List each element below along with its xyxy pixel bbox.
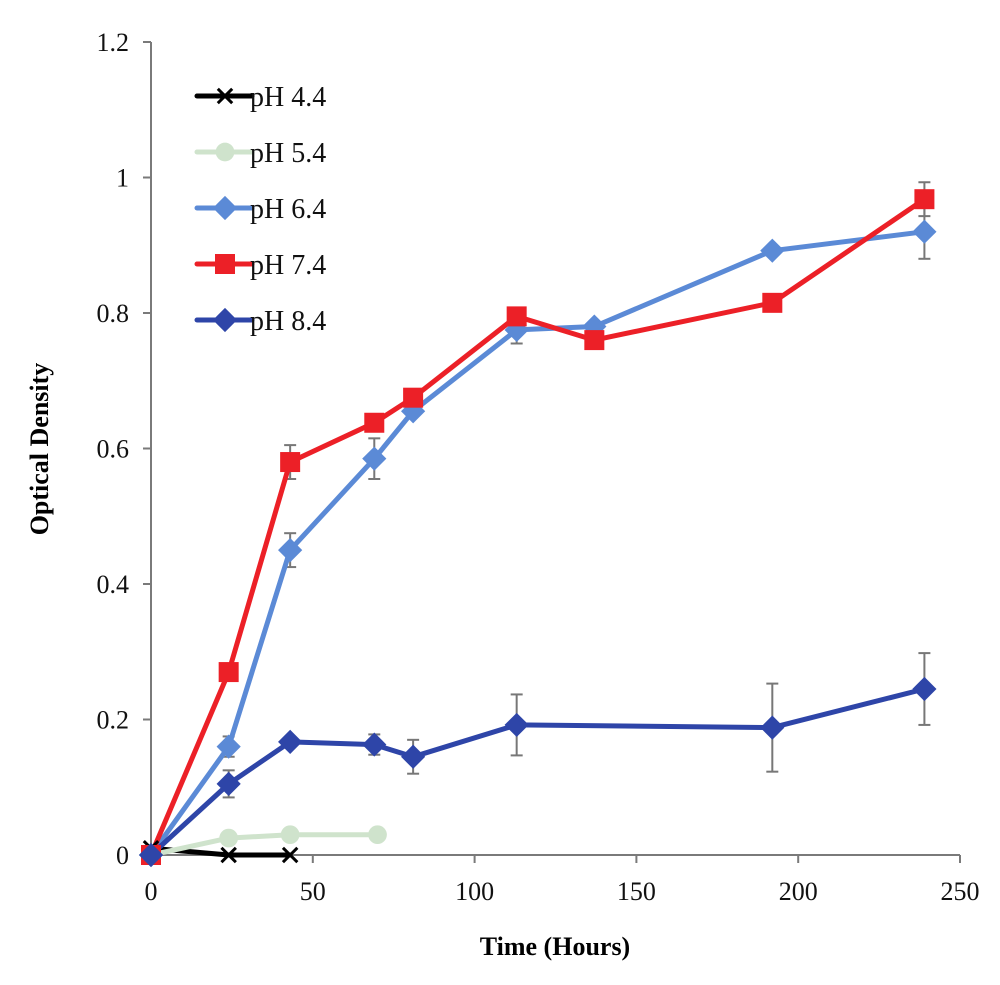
y-tick-label: 0.4 [97,570,130,599]
data-point-ph-6-4 [216,734,241,759]
y-tick-label: 0 [116,841,129,870]
y-axis-title: Optical Density [25,363,54,536]
series-line-ph-5-4 [148,832,380,858]
x-axis-title: Time (Hours) [480,932,630,961]
y-tick-label: 0.6 [97,435,130,464]
data-point-ph-6-4 [278,538,303,563]
legend-swatch-marker [212,195,238,221]
data-point-ph-6-4 [760,238,785,263]
x-tick-label: 100 [455,877,494,906]
series-line-ph-8-4 [148,686,927,858]
data-point-ph-8-4 [401,744,426,769]
data-point-ph-8-4 [504,712,529,738]
data-point-ph-5-4 [280,825,300,845]
legend-item-ph-4-4: pH 4.4 [194,82,326,113]
series-lines [148,196,927,858]
data-point-ph-6-4 [582,314,607,339]
x-tick-label: 50 [300,877,326,906]
marker-stroke [220,846,237,864]
legend-item-ph-7-4: pH 7.4 [194,250,326,281]
legend-label: pH 6.4 [250,194,326,225]
x-tick-label: 200 [779,877,818,906]
data-point-ph-8-4 [278,729,303,754]
marker-stroke [216,87,234,105]
data-point-ph-6-4 [912,219,937,244]
data-point-ph-4-4 [281,846,299,864]
ticks: 0 0.2 0.4 0.6 0.8 1 1.2 0 50 100 150 200 250 [97,28,980,906]
data-point-ph-7-4 [506,306,527,327]
legend-label: pH 8.4 [250,306,326,337]
x-tick-label: 150 [617,877,656,906]
y-tick-label: 0.2 [97,706,130,735]
legend-item-ph-6-4: pH 6.4 [194,194,326,225]
legend-swatch-marker [215,142,235,162]
data-point-ph-6-4 [401,399,426,424]
legend-label: pH 7.4 [250,250,326,281]
y-tick-label: 1 [116,164,129,193]
legend-item-ph-8-4: pH 8.4 [194,306,326,337]
marker-stroke [281,846,299,864]
x-tick-label: 250 [941,877,980,906]
data-point-ph-8-4 [362,732,387,757]
legend-swatch-marker [212,307,238,333]
legend-swatch-marker [216,87,234,105]
legend: pH 4.4 pH 5.4 pH 6.4 pH 7.4 pH 8.4 [194,82,326,337]
legend-label: pH 5.4 [250,138,326,169]
x-tick-label: 0 [145,877,158,906]
y-tick-label: 1.2 [97,28,130,57]
data-point-ph-7-4 [218,662,239,683]
legend-item-ph-5-4: pH 5.4 [194,138,326,169]
data-point-ph-7-4 [403,387,424,408]
error-bars [222,181,931,799]
data-point-ph-6-4 [362,446,387,471]
series-markers [138,189,937,868]
data-point-ph-8-4 [760,715,785,740]
data-point-ph-5-4 [368,825,387,845]
data-point-ph-8-4 [216,771,241,796]
data-point-ph-7-4 [584,330,605,351]
legend-label: pH 4.4 [250,82,326,113]
data-point-ph-7-4 [914,189,935,210]
y-tick-label: 0.8 [97,299,130,328]
data-point-ph-7-4 [280,452,301,473]
legend-swatch-marker [215,254,235,274]
data-point-ph-5-4 [219,828,239,848]
data-point-ph-4-4 [220,846,237,864]
data-point-ph-8-4 [138,842,164,868]
data-point-ph-7-4 [364,412,385,433]
data-point-ph-8-4 [912,676,937,702]
data-point-ph-7-4 [762,292,783,313]
